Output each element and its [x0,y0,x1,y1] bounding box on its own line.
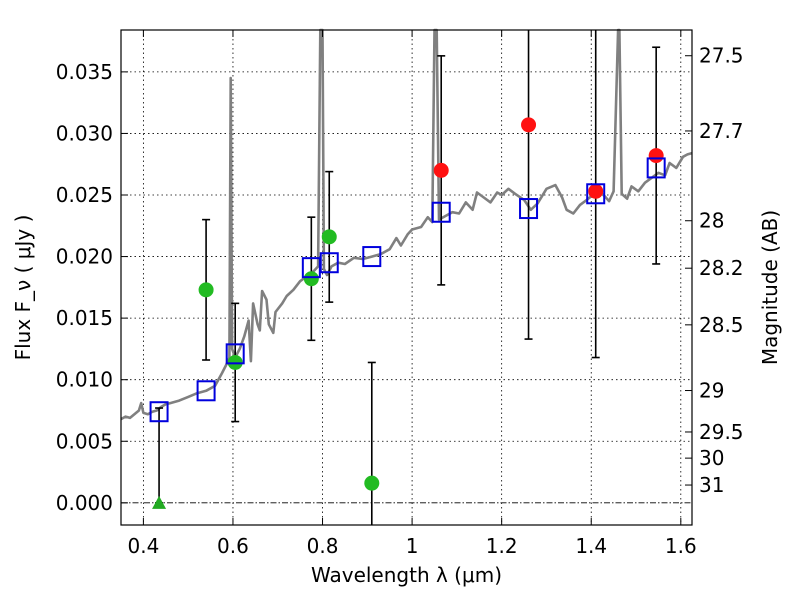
model-box [225,343,245,365]
x-tick-label: 1 [406,534,419,558]
y-tick-label: 0.025 [56,183,113,207]
green-data-point [364,475,380,491]
y-tick-label: 0.035 [56,60,113,84]
mag-tick-label: 28.5 [699,313,744,337]
y-tick-label: 0.000 [56,491,113,515]
mag-tick-label: 27.5 [699,44,744,68]
model-box [646,157,666,179]
model-box [586,183,606,205]
upper-limit-marker [152,495,167,509]
x-tick-label: 0.6 [217,534,249,558]
model-box [319,252,339,274]
y-tick-label: 0.010 [56,368,113,392]
mag-tick-label: 27.7 [699,119,744,143]
x-tick-label: 1.6 [665,534,697,558]
model-points [149,157,666,423]
y-axis-label-right: Magnitude (AB) [758,210,782,365]
x-tick-label: 0.4 [127,534,159,558]
x-axis-label: Wavelength λ (μm) [311,563,502,587]
red-data-point [521,117,537,133]
red-data-point [648,148,664,164]
y-axis-label-left: Flux F_ν ( μJy ) [11,215,35,361]
mag-tick-label: 31 [699,473,724,497]
axis-ticks: 0.4 0.6 0.8 1 1.2 1.4 1.6 0.000 0.005 0.010 0.015 0… [56,30,744,558]
model-box [362,246,382,268]
mag-tick-label: 28.2 [699,256,744,280]
y-tick-label: 0.015 [56,306,113,330]
x-tick-label: 1.2 [486,534,518,558]
model-box [196,380,216,402]
mag-tick-label: 29 [699,379,724,403]
model-box [431,201,451,223]
plot-frame [120,29,693,526]
mag-tick-label: 30 [699,446,724,470]
y-tick-label: 0.030 [56,121,113,145]
x-tick-label: 1.4 [575,534,607,558]
mag-tick-label: 28 [699,209,724,233]
y-tick-label: 0.020 [56,245,113,269]
mag-tick-label: 29.5 [699,420,744,444]
red-data-point [588,183,604,199]
green-data-point [303,271,319,287]
green-data-point [198,282,214,298]
red-data-point [433,162,449,178]
model-box [519,198,539,220]
y-tick-label: 0.005 [56,429,113,453]
x-tick-label: 0.8 [307,534,339,558]
model-box [149,401,169,423]
green-data-point [321,229,337,245]
